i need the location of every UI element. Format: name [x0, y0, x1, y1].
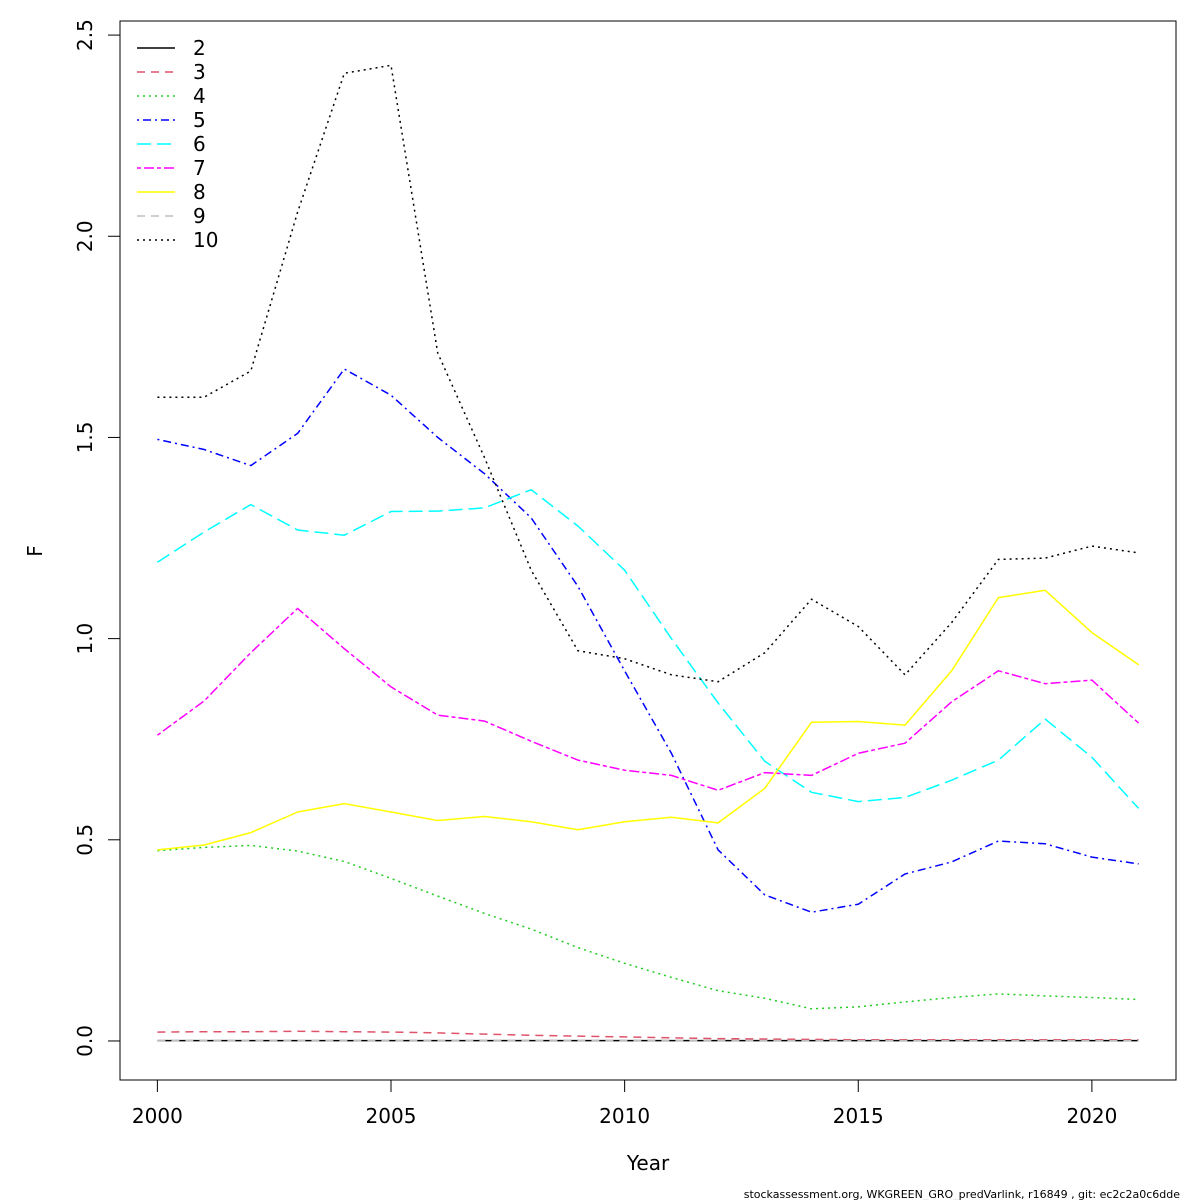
- series-line-5: [157, 368, 1139, 913]
- legend-label: 4: [193, 84, 206, 108]
- x-tick-label: 2015: [833, 1104, 884, 1128]
- y-axis-title: F: [23, 545, 47, 557]
- legend-label: 10: [193, 228, 218, 252]
- legend-label: 9: [193, 204, 206, 228]
- legend-label: 6: [193, 132, 206, 156]
- legend-label: 7: [193, 156, 206, 180]
- footer-credit: stockassessment.org, WKGREEN_GRO_predVar…: [744, 1188, 1181, 1200]
- series-lines: [156, 64, 1140, 1042]
- x-tick-label: 2020: [1066, 1104, 1117, 1128]
- series-line-6: [156, 488, 1140, 809]
- y-tick-label: 2.5: [73, 19, 97, 51]
- series-line-3: [157, 1030, 1139, 1041]
- series-line-4: [157, 844, 1139, 1010]
- y-tick-label: 0.0: [73, 1025, 97, 1057]
- x-axis-title: Year: [626, 1151, 670, 1175]
- y-tick-label: 0.5: [73, 824, 97, 856]
- legend-label: 2: [193, 36, 206, 60]
- x-tick-label: 2000: [132, 1104, 183, 1128]
- plot-frame: [119, 20, 1177, 1081]
- axes: 2000 2005 2010 2015 2020 0.0 0.5 1.0 1.5 2.0 2.5: [73, 19, 1117, 1128]
- series-line-7: [156, 607, 1140, 792]
- series-line-10: [157, 64, 1139, 683]
- x-tick-label: 2005: [366, 1104, 417, 1128]
- legend-label: 8: [193, 180, 206, 204]
- y-tick-label: 2.0: [73, 220, 97, 252]
- y-tick-label: 1.0: [73, 623, 97, 655]
- legend-label: 5: [193, 108, 206, 132]
- y-tick-label: 1.5: [73, 422, 97, 454]
- series-line-8: [157, 589, 1140, 851]
- legend-label: 3: [193, 60, 206, 84]
- x-tick-label: 2010: [599, 1104, 650, 1128]
